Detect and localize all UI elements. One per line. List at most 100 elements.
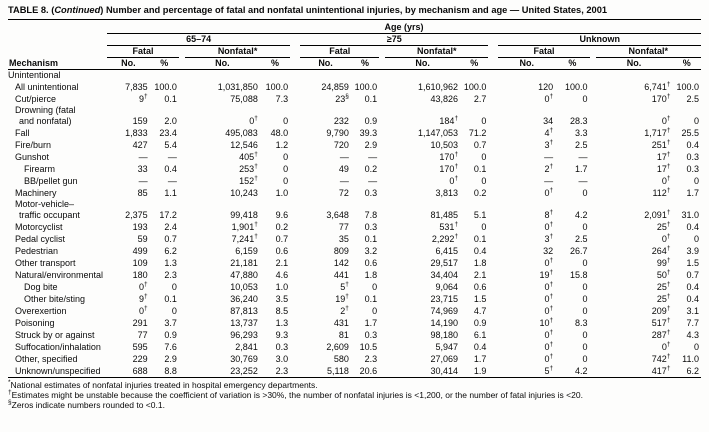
value-cell: 0.1 [364, 94, 378, 104]
value-cell: 0.4 [686, 222, 699, 232]
value-cell: 3.5 [275, 294, 289, 304]
column-gap [488, 199, 498, 221]
mechanism-label: Natural/environmental [15, 270, 104, 280]
column-gap [290, 105, 300, 127]
value-cell: 5† [544, 364, 554, 376]
value-cell: 2.3 [164, 270, 177, 280]
value-cell: 0 [693, 116, 699, 126]
value-cell: 253† [239, 163, 258, 174]
value-cell: 27,069 [430, 354, 459, 364]
age-group-row: 65–74 ≥75 Unknown [8, 33, 701, 46]
value-cell: 142 [333, 258, 349, 268]
value-cell: 0† [544, 93, 554, 104]
value-cell: 431 [333, 318, 349, 328]
value-cell: 427 [132, 140, 148, 150]
mechanism-label: Dog bite [24, 282, 58, 292]
column-gap [488, 365, 498, 377]
value-cell: 0.2 [364, 164, 378, 174]
value-cell: 0 [582, 330, 588, 340]
value-cell: 4† [544, 127, 554, 138]
value-cell: 2.3 [364, 354, 378, 364]
footnote-marker: § [8, 398, 12, 406]
column-gap [488, 57, 499, 70]
footnote-nonfatal: *National estimates of nonfatal injuries… [8, 379, 708, 390]
header-spacer [8, 21, 107, 33]
value-cell: 19† [335, 293, 349, 304]
column-gap [488, 105, 498, 127]
value-cell: 87,813 [230, 306, 258, 316]
value-cell: 17† [656, 163, 671, 174]
table-row: Natural/environmental 180 2.3 47,880 4.6 441 1… [8, 269, 701, 281]
no-header: No. [107, 57, 150, 70]
value-cell: 3.7 [164, 318, 177, 328]
nonfatal-header: Nonfatal* [595, 45, 701, 58]
footnote-text: Estimates might be unstable because the … [11, 389, 583, 400]
value-cell: 3.9 [686, 246, 699, 256]
value-cell: 31.0 [681, 210, 699, 220]
mechanism-label: Other, specified [15, 354, 78, 364]
value-cell: 32 [543, 246, 554, 256]
value-cell: 441 [333, 270, 349, 280]
value-cell: — [368, 152, 378, 162]
value-cell: 23§ [335, 93, 349, 104]
value-cell: 98,180 [430, 330, 459, 340]
column-gap [290, 317, 300, 329]
value-cell: 7,241† [231, 233, 258, 244]
value-cell: 14,190 [430, 318, 459, 328]
value-cell: 0.4 [164, 164, 177, 174]
value-cell: 0.4 [473, 246, 487, 256]
column-gap [290, 365, 300, 377]
value-cell: 4.6 [275, 270, 289, 280]
value-cell: 6,741† [644, 81, 671, 92]
value-cell: — [544, 176, 554, 186]
fatal-header: Fatal [498, 45, 590, 58]
value-cell: 6.2 [164, 246, 177, 256]
value-cell: — [167, 152, 177, 162]
value-cell: 0† [544, 257, 554, 268]
no-header: No. [184, 57, 260, 70]
age-header: Age (yrs) [107, 21, 701, 34]
value-cell: 33 [137, 164, 148, 174]
value-cell: 0.3 [364, 222, 378, 232]
value-cell: 7.7 [686, 318, 699, 328]
value-cell: 0.1 [164, 294, 177, 304]
value-cell: 0† [544, 187, 554, 198]
value-cell: 17.2 [159, 210, 177, 220]
age-group-65-74: 65–74 [107, 33, 291, 46]
mechanism-label: Suffocation/inhalation [15, 342, 101, 352]
value-cell: 85 [137, 188, 148, 198]
value-cell: 6.2 [686, 365, 699, 376]
mechanism-label: Gunshot [15, 152, 50, 162]
value-cell: 59 [137, 234, 148, 244]
value-cell: 1,610,962 [418, 82, 459, 92]
value-cell: 10,243 [230, 188, 258, 198]
mechanism-label: Drowning (fatal and nonfatal) [15, 105, 76, 126]
value-cell: 0† [661, 115, 671, 126]
value-cell: 264† [651, 245, 671, 256]
value-cell: 100.0 [463, 82, 487, 92]
value-cell: 3† [544, 233, 554, 244]
value-cell: 0 [582, 342, 588, 352]
value-cell: 417† [651, 364, 671, 376]
value-cell: 405† [239, 151, 258, 162]
value-cell: 0† [138, 305, 148, 316]
value-cell: 688 [132, 365, 148, 376]
column-gap [290, 353, 300, 365]
mechanism-label: Cut/pierce [15, 94, 57, 104]
value-cell: 4.7 [473, 306, 487, 316]
value-cell: 2.1 [275, 258, 289, 268]
value-cell: 8.8 [164, 365, 177, 376]
column-gap [290, 175, 300, 187]
table-title-text: ) Number and percentage of fatal and non… [100, 5, 608, 15]
value-cell: — [138, 176, 148, 186]
mechanism-label: Fall [15, 128, 30, 138]
column-gap [290, 329, 300, 341]
column-gap [290, 151, 300, 163]
no-header: No. [385, 57, 461, 70]
value-cell: 9† [138, 293, 148, 304]
value-cell: 47,880 [230, 270, 258, 280]
mechanism-label: All unintentional [15, 82, 79, 92]
table-row: Cut/pierce 9† 0.1 75,088 7.3 23§ 0.1 43,826 2.7 0… [8, 93, 701, 105]
value-cell: 8.3 [575, 318, 588, 328]
age-header-row: Age (yrs) [8, 21, 701, 34]
